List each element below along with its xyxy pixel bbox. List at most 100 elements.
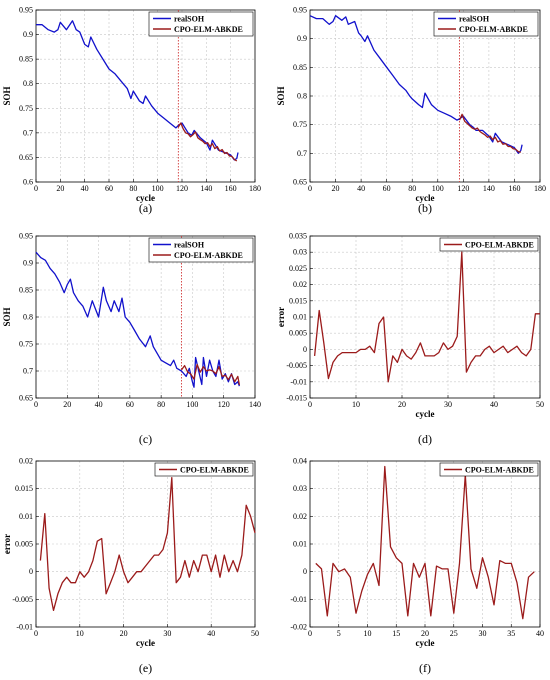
y-tick-label: 0 xyxy=(303,345,307,354)
x-tick-label: 100 xyxy=(152,184,164,193)
x-tick-label: 20 xyxy=(56,184,64,193)
y-tick-label: 0.01 xyxy=(293,540,307,549)
series-line-pred xyxy=(458,113,521,153)
x-tick-label: 100 xyxy=(186,400,198,409)
x-tick-label: 140 xyxy=(249,400,261,409)
legend-label: CPO-ELM-ABKDE xyxy=(465,466,534,475)
x-tick-label: 50 xyxy=(536,400,544,409)
legend: CPO-ELM-ABKDE xyxy=(439,462,539,477)
series-line-real xyxy=(309,15,523,154)
y-tick-label: 0.65 xyxy=(293,178,307,187)
y-tick-label: 0.9 xyxy=(23,30,33,39)
y-tick-label: 0.035 xyxy=(289,232,307,241)
series-line-pred xyxy=(39,476,256,612)
y-tick-label: 0.85 xyxy=(19,55,33,64)
series-line-pred xyxy=(315,465,535,620)
chart-panel-1: 0 20 40 60 80 100 120 140 160 180 0.6 0.65 0.7 0.75 0.… xyxy=(2,6,261,216)
legend: CPO-ELM-ABKDE xyxy=(154,462,254,477)
legend-label: realSOH xyxy=(459,15,490,24)
y-tick-label: 0.65 xyxy=(19,153,33,162)
x-tick-label: 0 xyxy=(308,629,312,638)
x-tick-label: 80 xyxy=(129,184,137,193)
x-tick-label: 20 xyxy=(63,400,71,409)
y-tick-label: -0.005 xyxy=(286,361,307,370)
x-tick-label: 40 xyxy=(490,400,498,409)
legend: CPO-ELM-ABKDE xyxy=(439,237,539,252)
x-tick-label: 60 xyxy=(126,400,134,409)
x-tick-label: 0 xyxy=(34,629,38,638)
y-axis-label: SOH xyxy=(276,86,286,105)
x-tick-label: 30 xyxy=(163,629,171,638)
legend-label: CPO-ELM-ABKDE xyxy=(180,466,249,475)
y-tick-label: 0.95 xyxy=(19,6,33,15)
x-tick-label: 25 xyxy=(450,629,458,638)
y-tick-label: 0.65 xyxy=(19,394,33,403)
y-tick-label: -0.01 xyxy=(290,377,307,386)
legend-box xyxy=(154,462,254,477)
y-tick-label: 0.85 xyxy=(19,286,33,295)
x-tick-label: 0 xyxy=(34,184,38,193)
y-tick-label: 0.03 xyxy=(293,248,307,257)
x-tick-label: 10 xyxy=(364,629,372,638)
x-tick-label: 120 xyxy=(176,184,188,193)
y-tick-label: 0 xyxy=(303,567,307,576)
y-tick-label: 0.6 xyxy=(23,178,33,187)
y-tick-label: 0.015 xyxy=(15,484,33,493)
legend-box xyxy=(439,237,539,252)
x-tick-label: 80 xyxy=(157,400,165,409)
series-line-real xyxy=(36,20,239,161)
x-tick-label: 0 xyxy=(308,184,312,193)
y-tick-label: 0.8 xyxy=(297,92,307,101)
panel-caption: (c) xyxy=(139,432,152,446)
x-tick-label: 35 xyxy=(507,629,515,638)
chart-panel-6: 0 5 10 15 20 25 30 35 40 -0.02 -0.01 0 0.01 0.02 0.03 0… xyxy=(290,457,544,676)
x-tick-label: 140 xyxy=(200,184,212,193)
legend-box xyxy=(148,11,254,37)
legend-box xyxy=(148,237,254,263)
legend-label: CPO-ELM-ABKDE xyxy=(459,25,528,34)
chart-panel-5: 0 10 20 30 40 50 -0.01 -0.005 0 0.005 0.01 0.015 0.0… xyxy=(2,457,259,676)
panel-caption: (e) xyxy=(139,661,152,675)
y-tick-label: 0.95 xyxy=(293,6,307,15)
x-tick-label: 20 xyxy=(398,400,406,409)
legend-box xyxy=(439,462,539,477)
y-tick-label: 0.7 xyxy=(23,367,33,376)
legend-label: realSOH xyxy=(174,241,205,250)
x-tick-label: 100 xyxy=(432,184,444,193)
series-line-pred xyxy=(313,251,540,383)
series-line-real xyxy=(35,251,241,388)
y-tick-label: 0.04 xyxy=(293,457,307,466)
y-tick-label: 0.025 xyxy=(289,264,307,273)
panel-caption: (b) xyxy=(418,201,432,215)
y-tick-label: 0.9 xyxy=(23,259,33,268)
x-tick-label: 5 xyxy=(337,629,341,638)
y-tick-label: 0.02 xyxy=(293,512,307,521)
y-tick-label: 0.85 xyxy=(293,63,307,72)
legend-box xyxy=(433,11,539,37)
x-tick-label: 40 xyxy=(536,629,544,638)
x-tick-label: 120 xyxy=(218,400,230,409)
x-axis-label: cycle xyxy=(416,409,435,419)
panel-caption: (f) xyxy=(419,661,431,675)
y-tick-label: -0.01 xyxy=(290,595,307,604)
legend-label: realSOH xyxy=(174,15,205,24)
y-tick-label: 0.8 xyxy=(23,313,33,322)
legend-label: CPO-ELM-ABKDE xyxy=(174,251,243,260)
y-axis-label: SOH xyxy=(2,307,12,326)
panel-caption: (d) xyxy=(418,432,432,446)
series-line-pred xyxy=(177,122,238,162)
legend-label: CPO-ELM-ABKDE xyxy=(174,25,243,34)
chart-panel-4: 0 10 20 30 40 50 -0.015 -0.01 -0.005 0 0.005 0.01 0.… xyxy=(276,232,544,447)
x-tick-label: 120 xyxy=(457,184,469,193)
x-tick-label: 20 xyxy=(421,629,429,638)
x-axis-label: cycle xyxy=(416,638,435,648)
y-tick-label: 0.015 xyxy=(289,296,307,305)
y-tick-label: 0 xyxy=(29,567,33,576)
y-axis-label: SOH xyxy=(2,86,12,105)
x-tick-label: 15 xyxy=(392,629,400,638)
x-tick-label: 140 xyxy=(483,184,495,193)
